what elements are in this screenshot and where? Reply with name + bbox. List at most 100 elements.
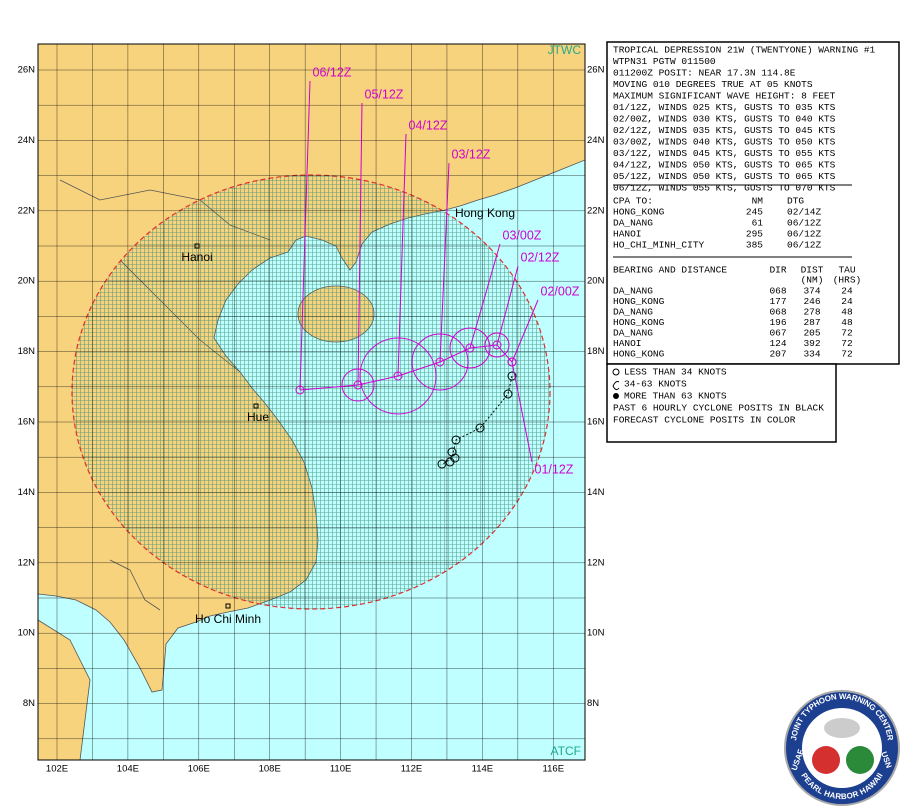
wind-radius <box>411 333 469 391</box>
lat-label: 12N <box>18 557 36 568</box>
bearing-cell: 24 <box>841 286 853 297</box>
bearing-header: TAU <box>838 265 855 276</box>
forecast-label: 04/12Z <box>409 118 448 132</box>
seal-art <box>824 718 860 738</box>
lon-label: 104E <box>117 764 139 775</box>
cpa-cell: 61 <box>752 218 764 229</box>
lat-label: 8N <box>587 698 599 709</box>
forecast-posit <box>507 357 517 367</box>
city-label: Hue <box>247 410 269 424</box>
bearing-header: (HRS) <box>833 275 862 286</box>
seal: JOINT TYPHOON WARNING CENTER PEARL HARBO… <box>784 690 900 806</box>
legend-icon <box>613 393 619 399</box>
legend-line: LESS THAN 34 KNOTS <box>624 367 727 378</box>
leader-line <box>469 243 501 349</box>
lat-label: 24N <box>587 135 605 146</box>
legend-line: 34-63 KNOTS <box>624 379 687 390</box>
forecast-label: 02/00Z <box>541 284 580 298</box>
warning-line: MAXIMUM SIGNIFICANT WAVE HEIGHT: 8 FEET <box>613 91 836 102</box>
bearing-cell: 72 <box>841 328 853 339</box>
cpa-cell: 06/12Z <box>787 218 822 229</box>
leader-line <box>357 102 363 386</box>
city-dot <box>194 243 200 249</box>
cpa-cell: HANOI <box>613 229 642 240</box>
lon-label: 116E <box>543 764 564 775</box>
bearing-cell: 334 <box>803 349 820 360</box>
leader-line <box>511 361 533 463</box>
bearing-cell: 72 <box>841 338 853 349</box>
seal-art <box>812 746 840 774</box>
leader-line <box>439 162 450 363</box>
forecast-posit <box>492 340 502 350</box>
bearing-cell: 48 <box>841 317 853 328</box>
bearing-cell: 177 <box>769 296 786 307</box>
city-dot <box>253 403 259 409</box>
agency-bottom: ATCF <box>551 744 581 758</box>
warning-line: WTPN31 PGTW 011500 <box>613 56 716 67</box>
cpa-cell: 06/12Z <box>787 240 822 251</box>
past-posit <box>451 435 461 445</box>
past-posit <box>447 447 457 457</box>
bearing-cell: 205 <box>803 328 820 339</box>
leader-line <box>299 80 311 391</box>
lat-label: 14N <box>18 487 36 498</box>
lon-label: 102E <box>46 764 68 775</box>
cpa-cell: HONG_KONG <box>613 207 665 218</box>
legend-line: FORECAST CYCLONE POSITS IN COLOR <box>613 415 796 426</box>
cpa-header: DTG <box>787 196 804 207</box>
bearing-cell: HONG_KONG <box>613 317 665 328</box>
map-frame <box>37 43 586 761</box>
graticule <box>38 44 585 760</box>
past-posit <box>503 389 513 399</box>
cpa-cell: 245 <box>746 207 763 218</box>
danger-area <box>71 174 551 610</box>
lat-label: 26N <box>18 65 36 76</box>
bearing-header: DIR <box>769 265 786 276</box>
past-posit <box>507 371 517 381</box>
cpa-cell: 385 <box>746 240 763 251</box>
lat-label: 10N <box>18 628 36 639</box>
bearing-cell: DA_NANG <box>613 328 653 339</box>
lon-label: 114E <box>472 764 493 775</box>
bearing-cell: HANOI <box>613 338 642 349</box>
lat-label: 16N <box>587 417 605 428</box>
lat-label: 24N <box>18 135 36 146</box>
warning-line: 03/00Z, WINDS 040 KTS, GUSTS TO 050 KTS <box>613 137 836 148</box>
bearing-cell: 24 <box>841 296 853 307</box>
lon-label: 112E <box>401 764 422 775</box>
warning-line: 01/12Z, WINDS 025 KTS, GUSTS TO 035 KTS <box>613 102 836 113</box>
seal-art <box>846 746 874 774</box>
bearing-cell: DA_NANG <box>613 307 653 318</box>
bearing-cell: 278 <box>803 307 820 318</box>
wind-radius <box>449 327 491 369</box>
leader-line <box>511 299 539 363</box>
cpa-cell: HO_CHI_MINH_CITY <box>613 240 705 251</box>
leader-line <box>496 265 519 346</box>
peninsula <box>38 619 91 760</box>
cpa-header: NM <box>752 196 764 207</box>
forecast-label: 05/12Z <box>365 87 404 101</box>
lon-label: 110E <box>330 764 351 775</box>
lat-label: 20N <box>18 276 36 287</box>
bearing-cell: 48 <box>841 307 853 318</box>
lat-label: 10N <box>587 628 605 639</box>
warning-line: 02/00Z, WINDS 030 KTS, GUSTS TO 040 KTS <box>613 114 836 125</box>
map <box>38 44 585 760</box>
cpa-cell: 02/14Z <box>787 207 822 218</box>
bearing-cell: 124 <box>769 338 786 349</box>
warning-line: TROPICAL DEPRESSION 21W (TWENTYONE) WARN… <box>613 45 876 56</box>
bearing-cell: HONG_KONG <box>613 349 665 360</box>
past-track <box>437 371 517 469</box>
legend-icon <box>612 381 620 391</box>
lat-label: 22N <box>587 205 605 216</box>
warning-line: 06/12Z, WINDS 055 KTS, GUSTS TO 070 KTS <box>613 183 836 194</box>
lat-label: 14N <box>587 487 605 498</box>
bearing-cell: 068 <box>769 307 786 318</box>
forecast-label: 03/00Z <box>503 228 542 242</box>
wind-radius <box>359 337 437 415</box>
lat-label: 20N <box>587 276 605 287</box>
warning-line: 011200Z POSIT: NEAR 17.3N 114.8E <box>613 68 796 79</box>
agency-top: JTWC <box>548 43 582 57</box>
